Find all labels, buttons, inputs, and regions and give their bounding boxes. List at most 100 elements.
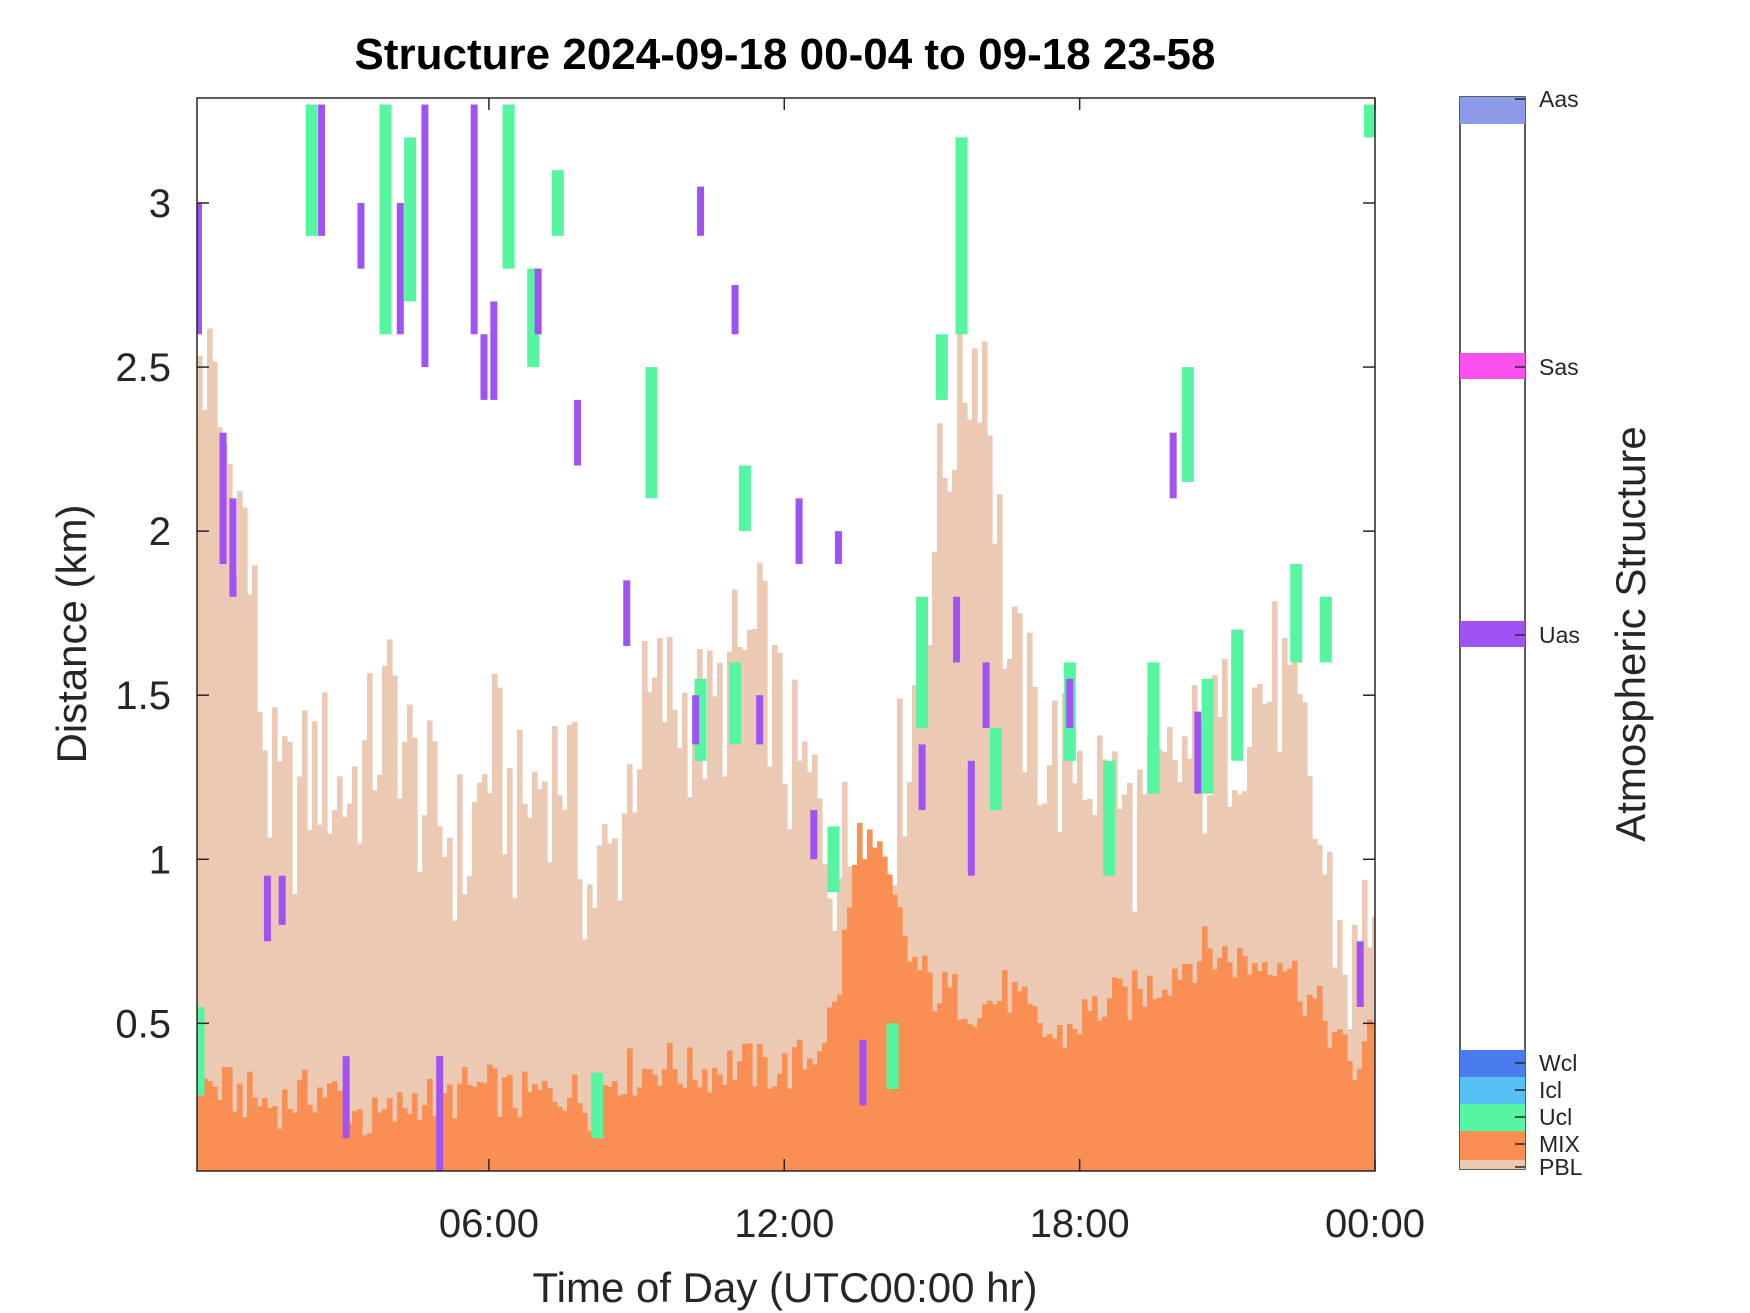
mix-column — [1182, 963, 1188, 1171]
mix-column — [1197, 961, 1203, 1171]
mix-column — [217, 1100, 223, 1171]
mix-column — [1027, 1003, 1033, 1171]
mix-column — [1172, 968, 1178, 1171]
ucl-segment — [591, 1072, 604, 1139]
mix-column — [982, 1004, 988, 1171]
x-tick-label: 00:00 — [1325, 1202, 1425, 1246]
pbl-column — [1067, 672, 1073, 1171]
ucl-segment — [886, 1023, 899, 1089]
pbl-column — [1197, 720, 1203, 1171]
mix-column — [527, 1092, 533, 1171]
colorbar-label-pbl: PBL — [1539, 1154, 1583, 1180]
pbl-column — [502, 854, 508, 1171]
mix-column — [302, 1069, 308, 1171]
uas-segment — [357, 203, 365, 269]
mix-column — [1002, 970, 1008, 1171]
pbl-column — [477, 782, 483, 1171]
pbl-column — [1077, 750, 1083, 1171]
uas-segment — [795, 498, 803, 564]
mix-column — [557, 1106, 563, 1171]
mix-column — [1187, 964, 1193, 1171]
mix-column — [1052, 1038, 1058, 1171]
mix-column — [282, 1089, 288, 1171]
ucl-segment — [955, 137, 968, 335]
mix-column — [702, 1069, 708, 1171]
mix-column — [462, 1067, 468, 1171]
pbl-column — [557, 795, 563, 1171]
pbl-column — [807, 772, 813, 1171]
pbl-column — [727, 651, 733, 1171]
mix-column — [997, 1001, 1003, 1171]
mix-column — [492, 1068, 498, 1171]
x-axis-label: Time of Day (UTC00:00 hr) — [533, 1264, 1038, 1311]
ucl-segment — [827, 826, 840, 893]
pbl-column — [562, 809, 568, 1171]
pbl-column — [257, 712, 263, 1171]
mix-column — [367, 1133, 373, 1171]
pbl-column — [682, 692, 688, 1171]
mix-column — [567, 1097, 573, 1171]
y-tick-label: 1.5 — [115, 674, 171, 718]
mix-column — [392, 1121, 398, 1171]
ucl-segment — [1181, 367, 1194, 482]
mix-column — [377, 1112, 383, 1171]
plot-frame — [196, 97, 1376, 1172]
mix-column — [967, 1023, 973, 1171]
mix-column — [657, 1085, 663, 1171]
mix-column — [1222, 946, 1228, 1171]
y-tick-label: 2 — [149, 510, 171, 554]
mix-column — [1312, 998, 1318, 1171]
mix-column — [482, 1082, 488, 1171]
pbl-column — [1047, 765, 1053, 1171]
pbl-column — [742, 650, 748, 1171]
mix-column — [882, 856, 888, 1171]
pbl-column — [267, 837, 273, 1171]
ucl-segment — [502, 104, 515, 269]
colorbar-swatch-aas — [1460, 97, 1525, 124]
pbl-column — [1027, 632, 1033, 1171]
pbl-column — [507, 768, 513, 1171]
mix-column — [942, 972, 948, 1171]
mix-column — [1357, 1068, 1363, 1171]
mix-column — [387, 1098, 393, 1171]
pbl-column — [302, 710, 308, 1171]
colorbar-swatch-wcl — [1460, 1050, 1525, 1077]
pbl-column — [1362, 879, 1368, 1171]
pbl-column — [1177, 782, 1183, 1171]
mix-column — [627, 1048, 633, 1171]
pbl-column — [737, 647, 743, 1171]
chart-title: Structure 2024-09-18 00-04 to 09-18 23-5… — [355, 30, 1216, 79]
mix-column — [847, 907, 853, 1171]
mix-column — [1372, 1024, 1375, 1171]
mix-column — [952, 974, 958, 1171]
pbl-column — [1007, 658, 1013, 1171]
colorbar-label: Atmospheric Structure — [1607, 426, 1654, 842]
mix-column — [587, 1130, 593, 1171]
mix-column — [467, 1084, 473, 1171]
mix-column — [227, 1067, 233, 1171]
pbl-column — [772, 644, 778, 1171]
pbl-column — [397, 798, 403, 1171]
mix-column — [602, 1084, 608, 1171]
mix-column — [537, 1090, 543, 1171]
uas-segment — [1066, 678, 1074, 729]
mix-column — [487, 1064, 493, 1171]
pbl-column — [457, 774, 463, 1171]
pbl-column — [947, 491, 953, 1171]
mix-column — [472, 1086, 478, 1171]
mix-column — [757, 1043, 763, 1171]
mix-column — [917, 970, 923, 1171]
mix-column — [502, 1077, 508, 1171]
uas-segment — [197, 203, 202, 335]
mix-column — [572, 1074, 578, 1171]
ucl-segment — [1231, 629, 1244, 761]
mix-column — [1117, 978, 1123, 1171]
mix-column — [607, 1086, 613, 1171]
mix-column — [1092, 996, 1098, 1171]
uas-segment — [480, 334, 488, 400]
pbl-column — [1352, 924, 1358, 1171]
mix-column — [592, 1124, 598, 1171]
mix-column — [1217, 958, 1223, 1171]
uas-segment — [810, 810, 818, 860]
pbl-column — [1302, 702, 1308, 1171]
